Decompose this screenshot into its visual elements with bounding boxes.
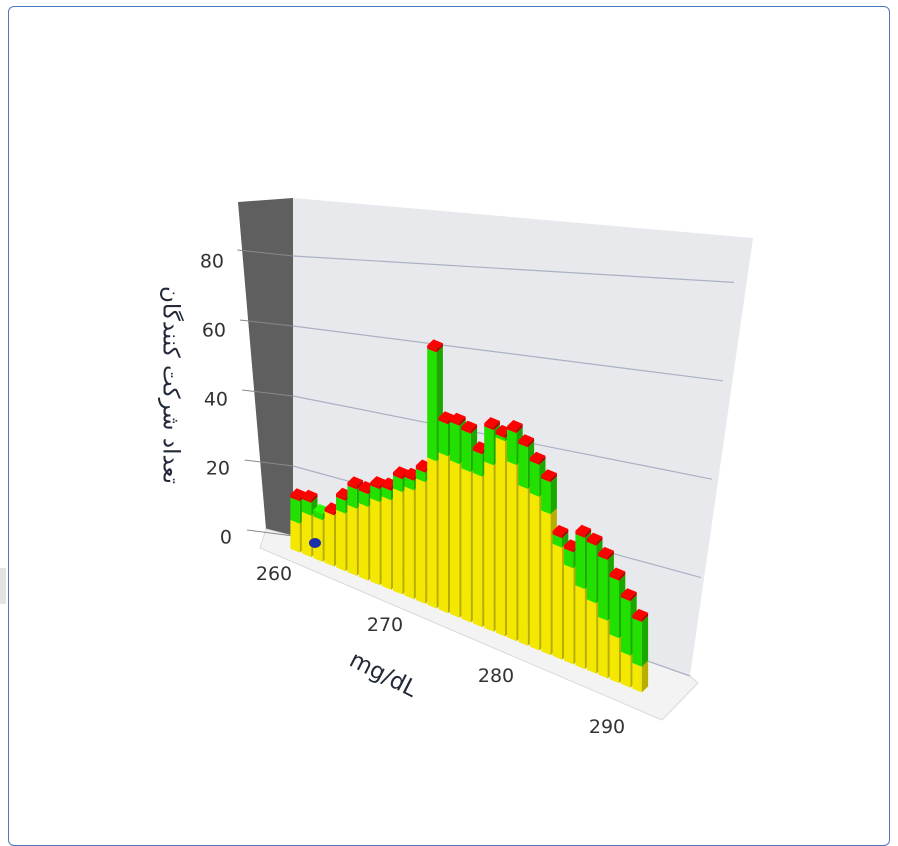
y-axis-label: تعداد شرکت کنندگان [158, 286, 185, 484]
side-grid-line [237, 249, 294, 257]
bar-segment [347, 476, 364, 490]
y-tick-label: 20 [206, 458, 230, 480]
side-scroll-tab[interactable] [0, 568, 6, 604]
bar-segment [541, 469, 557, 483]
x-tick-label: 290 [589, 716, 625, 738]
bar-segment [529, 451, 546, 465]
y-axis-ticks: 0 20 40 60 80 [200, 251, 232, 549]
bar-segment [632, 608, 649, 622]
bar-series [290, 339, 649, 693]
y-tick-label: 60 [202, 320, 226, 342]
grid-line [292, 255, 735, 283]
side-grid-line [246, 529, 294, 537]
bar-segment [518, 434, 535, 448]
side-grid-line [239, 319, 294, 327]
bar-segment [450, 412, 466, 426]
x-axis-label: mg/dL [345, 647, 421, 703]
left-side-wall [238, 198, 293, 536]
bar-segment [461, 420, 478, 434]
bar-segment [609, 567, 626, 581]
x-axis-ticks: 260 270 280 290 [256, 563, 625, 738]
x-tick-label: 260 [256, 563, 292, 585]
y-tick-label: 0 [220, 527, 232, 549]
y-tick-label: 80 [200, 251, 224, 273]
x-tick-label: 270 [367, 614, 403, 636]
bar-segment [621, 588, 637, 602]
bar-segment [586, 532, 603, 546]
bar-segment [484, 417, 500, 431]
x-tick-label: 280 [478, 665, 514, 687]
bar-segment [575, 524, 592, 538]
bar-segment [507, 420, 523, 434]
bar-segment [598, 546, 614, 560]
y-tick-label: 40 [204, 389, 228, 411]
bar-segment [552, 525, 569, 539]
bar-segment [301, 489, 318, 503]
side-grid-line [244, 459, 294, 467]
bar-segment [427, 339, 443, 353]
grid-line [292, 325, 724, 382]
side-grid-line [242, 389, 294, 397]
origin-marker [309, 538, 321, 548]
